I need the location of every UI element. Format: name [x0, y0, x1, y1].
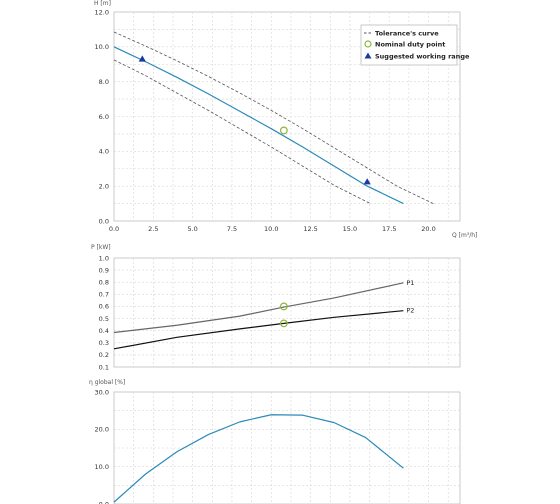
series-label-p1: P1	[406, 279, 414, 287]
nominal-duty-point-marker	[279, 319, 288, 328]
y-tick-label: 0.3	[99, 339, 109, 347]
power-grid	[114, 258, 460, 367]
efficiency-tick-labels: 0.0 10.0 20.0 30.0	[95, 388, 109, 504]
efficiency-grid	[114, 392, 460, 504]
head-tick-labels: 0.0 2.0 4.0 6.0 8.0 10.0 12.0 0.0 2.5 5.0 7.5 10.0 1…	[95, 8, 436, 233]
power-plot-area	[113, 257, 461, 368]
y-tick-label: 20.0	[95, 426, 109, 434]
head-grid	[114, 12, 460, 221]
series-line-tol-lower	[113, 59, 371, 204]
series-line-tol-upper	[113, 31, 434, 204]
power-chart: 0.1 0.2 0.3 0.4 0.5 0.6 0.7 0.8 0.9 1.0 P [kW] P1…	[91, 244, 461, 371]
x-tick-label: 12.5	[303, 225, 317, 233]
y-tick-label: 0.2	[99, 351, 109, 359]
y-tick-label: 0.5	[99, 315, 109, 323]
y-tick-label: 0.4	[99, 327, 109, 335]
series-line	[113, 414, 404, 503]
nominal-duty-point-marker	[279, 126, 288, 135]
efficiency-series	[113, 414, 404, 503]
y-tick-label: 30.0	[95, 388, 109, 396]
y-tick-label: 0.0	[99, 500, 109, 504]
y-tick-label: 0.0	[99, 217, 109, 225]
efficiency-y-axis-label: η global [%]	[89, 379, 125, 386]
x-tick-label: 2.5	[148, 225, 158, 233]
y-tick-label: 10.0	[95, 43, 109, 51]
y-tick-label: 0.6	[99, 303, 109, 311]
y-tick-label: 6.0	[99, 113, 109, 121]
legend-range-label: Suggested working range	[375, 53, 470, 61]
y-tick-label: 0.8	[99, 279, 109, 287]
power-tick-labels: 0.1 0.2 0.3 0.4 0.5 0.6 0.7 0.8 0.9 1.0	[99, 254, 109, 371]
series-label-p2: P2	[406, 307, 414, 315]
x-tick-label: 0.0	[109, 225, 119, 233]
y-tick-label: 12.0	[95, 8, 109, 16]
legend-range-swatch	[364, 52, 372, 59]
head-x-axis-label: Q [m³/h]	[452, 232, 477, 239]
x-tick-label: 17.5	[382, 225, 396, 233]
head-y-axis-label: H [m]	[94, 0, 111, 7]
head-chart: 0.0 2.0 4.0 6.0 8.0 10.0 12.0 0.0 2.5 5.0 7.5 10.0 1…	[94, 0, 477, 239]
x-tick-label: 10.0	[264, 225, 278, 233]
x-tick-label: 20.0	[421, 225, 435, 233]
series-line-p1	[113, 282, 404, 334]
legend-nominal-label: Nominal duty point	[375, 41, 445, 49]
power-series: P1 P2	[113, 279, 414, 350]
y-tick-label: 0.9	[99, 266, 109, 274]
legend-box	[360, 24, 458, 66]
nominal-duty-point-marker	[279, 302, 288, 311]
y-tick-label: 0.1	[99, 363, 109, 371]
working-range-marker	[363, 178, 371, 185]
working-range-marker	[138, 55, 146, 62]
power-y-axis-label: P [kW]	[91, 244, 111, 251]
x-tick-label: 15.0	[343, 225, 357, 233]
series-line-p2	[113, 310, 404, 350]
y-tick-label: 8.0	[99, 78, 109, 86]
y-tick-label: 0.7	[99, 291, 109, 299]
y-tick-label: 2.0	[99, 182, 109, 190]
power-points	[279, 302, 288, 328]
x-tick-label: 7.5	[227, 225, 237, 233]
y-tick-label: 10.0	[95, 463, 109, 471]
legend-nominal-swatch	[364, 40, 372, 48]
x-tick-label: 5.0	[187, 225, 197, 233]
y-tick-label: 1.0	[99, 254, 109, 262]
head-points	[138, 55, 371, 185]
y-tick-label: 4.0	[99, 148, 109, 156]
head-series	[113, 31, 434, 205]
legend-tolerance-label: Tolerance's curve	[375, 30, 439, 38]
efficiency-chart: 0.0 10.0 20.0 30.0 η global [%]	[89, 379, 461, 504]
head-legend: Tolerance's curve Nominal duty point Sug…	[360, 24, 470, 66]
series-line-main	[113, 46, 404, 205]
